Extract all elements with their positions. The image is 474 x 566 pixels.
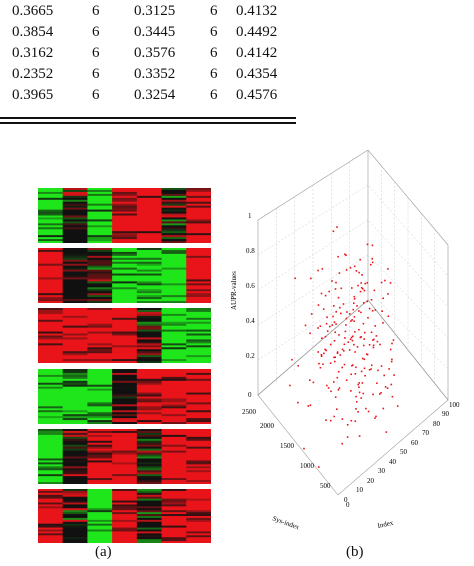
table-cell: 6 xyxy=(210,24,218,40)
table-cell: 6 xyxy=(210,45,218,61)
table-cell: 0.3162 xyxy=(12,45,54,61)
x-tick-label: 40 xyxy=(389,458,397,466)
scatter-3d-plot: 1 0.8 0.6 0.4 0.2 0 0 500 1000 1500 2000… xyxy=(230,149,460,532)
table-cell: 6 xyxy=(92,24,100,40)
table-row: 0.3965 6 0.3254 6 0.4576 xyxy=(0,84,300,106)
caption-b: (b) xyxy=(346,544,364,560)
x-tick-label: 50 xyxy=(400,448,408,456)
table-row: 0.3854 6 0.3445 6 0.4492 xyxy=(0,21,300,43)
x-tick-label: 30 xyxy=(378,467,386,475)
table-cell: 0.3965 xyxy=(12,87,54,103)
y-tick-label: 2000 xyxy=(260,422,275,430)
table-cell: 0.3445 xyxy=(134,24,176,40)
table-cell: 0.3576 xyxy=(134,45,176,61)
heatmap-panel xyxy=(38,188,211,243)
heatmap-panel xyxy=(38,308,211,363)
heatmap-panel xyxy=(38,369,211,424)
x-tick-label: 60 xyxy=(411,439,419,447)
table-cell: 6 xyxy=(92,87,100,103)
x-tick-label: 0 xyxy=(344,496,348,504)
table-row: 0.2352 6 0.3352 6 0.4354 xyxy=(0,63,300,85)
x-axis-label: Index xyxy=(377,519,395,530)
z-tick-label: 0 xyxy=(248,391,252,399)
heatmap-panel xyxy=(38,489,211,543)
z-tick-label: 1 xyxy=(248,212,252,220)
x-tick-label: 100 xyxy=(449,401,460,409)
caption-a: (a) xyxy=(95,544,112,560)
table-bottom-rule xyxy=(0,117,296,119)
table-cell: 0.3125 xyxy=(134,3,176,19)
y-tick-label: 2500 xyxy=(242,408,257,416)
x-tick-label: 20 xyxy=(367,477,375,485)
table-cell: 0.2352 xyxy=(12,66,54,82)
table-cell: 6 xyxy=(210,3,218,19)
table-row: 0.3665 6 0.3125 6 0.4132 xyxy=(0,0,300,22)
heatmap-panel xyxy=(38,429,211,484)
results-table: 0.3665 6 0.3125 6 0.4132 0.3854 6 0.3445… xyxy=(0,0,300,128)
heatmap-panel xyxy=(38,248,211,303)
z-tick-label: 0.2 xyxy=(246,352,255,360)
x-tick-label: 80 xyxy=(433,420,441,428)
y-tick-label: 0 xyxy=(346,501,350,509)
table-cell: 0.4492 xyxy=(236,24,278,40)
table-row: 0.3162 6 0.3576 6 0.4142 xyxy=(0,42,300,64)
table-cell: 6 xyxy=(92,66,100,82)
x-tick-label: 70 xyxy=(422,429,430,437)
scatter-3d-figure: 1 0.8 0.6 0.4 0.2 0 0 500 1000 1500 2000… xyxy=(228,149,474,546)
table-cell: 0.4576 xyxy=(236,87,278,103)
y-tick-label: 1000 xyxy=(300,462,315,470)
y-tick-label: 500 xyxy=(320,482,331,490)
table-cell: 6 xyxy=(210,66,218,82)
table-cell: 0.3254 xyxy=(134,87,176,103)
x-tick-label: 90 xyxy=(442,410,450,418)
heatmap-figure xyxy=(38,188,211,543)
table-cell: 0.4142 xyxy=(236,45,278,61)
table-cell: 0.4132 xyxy=(236,3,278,19)
y-axis-label: Sys-index xyxy=(271,514,301,531)
table-bottom-rule xyxy=(0,122,296,124)
z-axis-label: AUPR-values xyxy=(230,271,238,310)
table-cell: 0.3665 xyxy=(12,3,54,19)
y-tick-label: 1500 xyxy=(280,442,295,450)
table-cell: 0.3352 xyxy=(134,66,176,82)
z-tick-label: 0.4 xyxy=(246,317,255,325)
table-cell: 0.3854 xyxy=(12,24,54,40)
z-tick-label: 0.6 xyxy=(246,282,255,290)
x-tick-label: 10 xyxy=(356,486,364,494)
table-cell: 0.4354 xyxy=(236,66,278,82)
table-cell: 6 xyxy=(92,45,100,61)
table-cell: 6 xyxy=(210,87,218,103)
table-cell: 6 xyxy=(92,3,100,19)
z-tick-label: 0.8 xyxy=(246,247,255,255)
